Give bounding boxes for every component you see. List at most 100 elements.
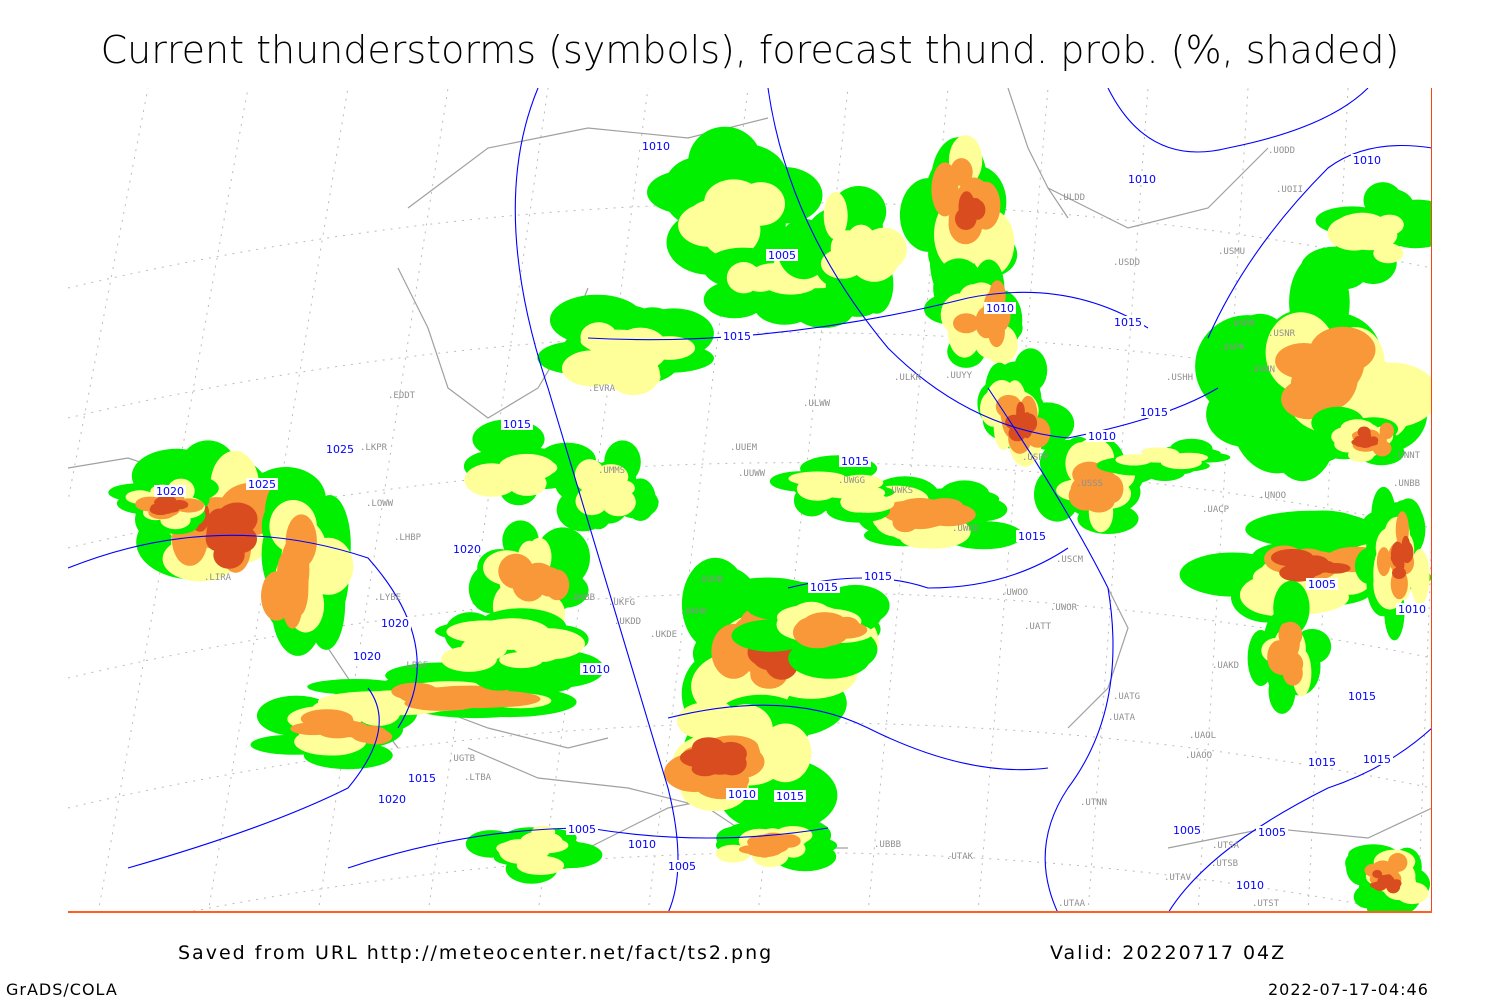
probability-cell (1072, 461, 1107, 487)
station-label: .UUEM (730, 443, 758, 453)
isobar-label: 1010 (582, 663, 610, 676)
probability-cell (1401, 535, 1411, 559)
isobar-label: 1015 (776, 790, 804, 803)
isobar-label: 1005 (1173, 824, 1201, 837)
isobar-label-bg (246, 478, 278, 490)
isobar-label: 1010 (728, 788, 756, 801)
probability-cell (1372, 869, 1383, 879)
probability-cell (391, 682, 439, 701)
isobar-label: 1020 (156, 485, 184, 498)
isobar-label-bg (726, 788, 758, 800)
probability-cell (207, 508, 232, 538)
valid-time-text: Valid: 20220717 04Z (1050, 942, 1287, 964)
isobar-label-bg (1396, 603, 1428, 615)
station-label: .USPR (1218, 343, 1246, 353)
probability-cell (519, 831, 563, 853)
isobar-label-bg (721, 330, 753, 342)
isobar-label-bg (379, 617, 411, 629)
probability-cell (161, 502, 181, 511)
isobar-label: 1010 (1398, 603, 1426, 616)
isobar-label-bg (774, 790, 806, 802)
probability-cell (300, 709, 353, 729)
probability-cell (1390, 541, 1405, 568)
isobar-labels: 1010 1005 1010 1015 1025 1025 1020 1020 1020 1020… (154, 140, 1428, 892)
probability-cell (1410, 549, 1430, 605)
graticule-meridian (1197, 88, 1249, 913)
isobar-label-bg (501, 418, 533, 430)
station-label: .UNNT (1393, 451, 1421, 461)
probability-cell (1301, 341, 1359, 410)
probability-cell (1357, 439, 1373, 448)
probability-cell (848, 230, 900, 282)
probability-cell (1379, 422, 1395, 440)
probability-cell (756, 839, 773, 858)
station-label: .UNOO (1259, 491, 1286, 501)
graticule-meridian (977, 88, 1049, 913)
probability-cell (527, 571, 553, 590)
probability-cell (1141, 452, 1166, 461)
isobar-label-bg (1234, 879, 1266, 891)
probability-cell (1373, 243, 1404, 264)
render-timestamp: 2022-07-17-04:46 (1268, 980, 1429, 999)
isobar-label: 1015 (864, 570, 892, 583)
isobar-label-bg (154, 485, 186, 497)
probability-cell (882, 500, 930, 523)
probability-cell (841, 494, 895, 513)
isobar (1167, 727, 1432, 913)
isobar-label-bg (1086, 430, 1118, 442)
isobar-label: 1020 (353, 650, 381, 663)
station-label: .LOWW (366, 499, 394, 509)
station-label: .LYBE (374, 593, 401, 603)
isobar-label-bg (1112, 316, 1144, 328)
station-label: .UKFG (608, 598, 635, 608)
probability-cell (1280, 651, 1304, 677)
probability-cell (1372, 440, 1392, 457)
isobar-label: 1025 (248, 478, 276, 491)
isobar-label: 1005 (768, 249, 796, 262)
thunderstorm-probability-shading (108, 126, 1432, 913)
isobar-label-bg (566, 823, 598, 835)
station-label: .UAOO (1185, 751, 1212, 761)
isobar-label-bg (1306, 578, 1338, 590)
isobar-label: 1010 (1128, 173, 1156, 186)
station-label: .LIRA (204, 573, 232, 583)
station-label: .UBBB (874, 840, 901, 850)
isobar-label: 1015 (408, 772, 436, 785)
station-label: .UATG (1113, 692, 1140, 702)
station-label: .ULKK (894, 373, 922, 383)
station-label: .UMMS (598, 466, 625, 476)
chart-title: Current thunderstorms (symbols), forecas… (100, 28, 1400, 72)
isobar-label: 1020 (381, 617, 409, 630)
probability-cell (823, 191, 848, 240)
station-label: .USCM (1056, 555, 1084, 565)
isobar-label-bg (766, 249, 798, 261)
isobar-label-bg (808, 581, 840, 593)
isobar-label-bg (666, 860, 698, 872)
isobar (127, 687, 380, 869)
station-label: .UOII (1276, 185, 1303, 195)
isobar-label: 1015 (1308, 756, 1336, 769)
isobar-label: 1005 (668, 860, 696, 873)
isobar-label-bg (862, 570, 894, 582)
isobar-label-bg (984, 302, 1016, 314)
coastline (1007, 88, 1069, 219)
station-label: .LHBP (394, 533, 422, 543)
isobar (767, 88, 1219, 439)
isobar-label: 1010 (986, 302, 1014, 315)
isobar-label-bg (376, 793, 408, 805)
isobar (667, 704, 1049, 771)
isobar (514, 88, 679, 913)
station-label: .UATT (1024, 622, 1052, 632)
station-label: .EDDT (388, 391, 416, 401)
station-labels: .EDDT .LKPR .LOWW .LIRA .LHBP .LYBE .LBSF .UMMS… (204, 146, 1421, 909)
probability-cell (953, 313, 980, 334)
isobar-label-bg (1351, 154, 1383, 166)
probability-cell (736, 182, 785, 226)
station-label: .ULWW (803, 399, 831, 409)
station-label: .UWKD (952, 524, 979, 534)
station-label: .UAOL (1189, 731, 1216, 741)
station-label: .UATA (1108, 713, 1136, 723)
isobar-label-bg (626, 838, 658, 850)
probability-cell (499, 652, 543, 669)
probability-cell (516, 462, 552, 480)
